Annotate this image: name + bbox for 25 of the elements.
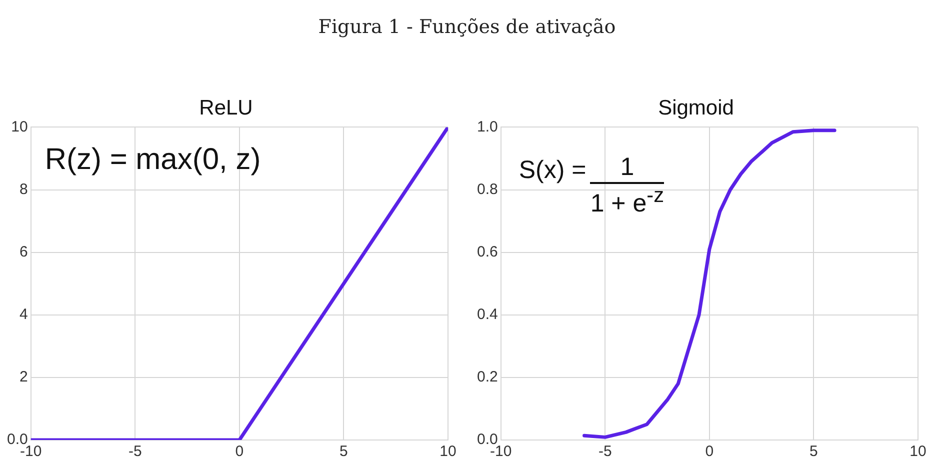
annotation: 1 + e$^{-z}$ <box>590 184 664 219</box>
y-tick-label: 6 <box>20 243 28 260</box>
x-tick-label: 5 <box>810 443 818 460</box>
x-tick-label: 10 <box>440 443 456 460</box>
chart-title: Sigmoid <box>658 96 734 120</box>
y-tick-label: 0.2 <box>476 368 498 386</box>
x-tick-label: 10 <box>910 443 926 460</box>
y-tick-label: 4 <box>20 306 28 324</box>
y-tick-label: 0.4 <box>476 306 498 324</box>
x-tick-label: 5 <box>340 443 348 460</box>
y-tick-label: 0.8 <box>476 180 498 198</box>
x-tick-label: -5 <box>128 443 142 460</box>
x-tick-label: 0 <box>235 443 244 460</box>
annotation: R(z) = max(0, z) <box>44 143 261 178</box>
y-tick-label: 1.0 <box>476 118 498 136</box>
y-tick-label: 8 <box>20 180 28 198</box>
annotation: 1 <box>590 153 664 184</box>
y-tick-label: 2 <box>20 368 28 386</box>
y-tick-label: 0.6 <box>476 243 498 260</box>
chart-title: ReLU <box>199 96 253 120</box>
text: Figura 1 - Funções de ativação <box>317 16 617 38</box>
y-tick-label: 10 <box>11 118 28 136</box>
x-tick-label: -5 <box>598 443 612 460</box>
x-tick-label: 0 <box>705 443 714 460</box>
annotation: S(x) = <box>518 156 586 186</box>
